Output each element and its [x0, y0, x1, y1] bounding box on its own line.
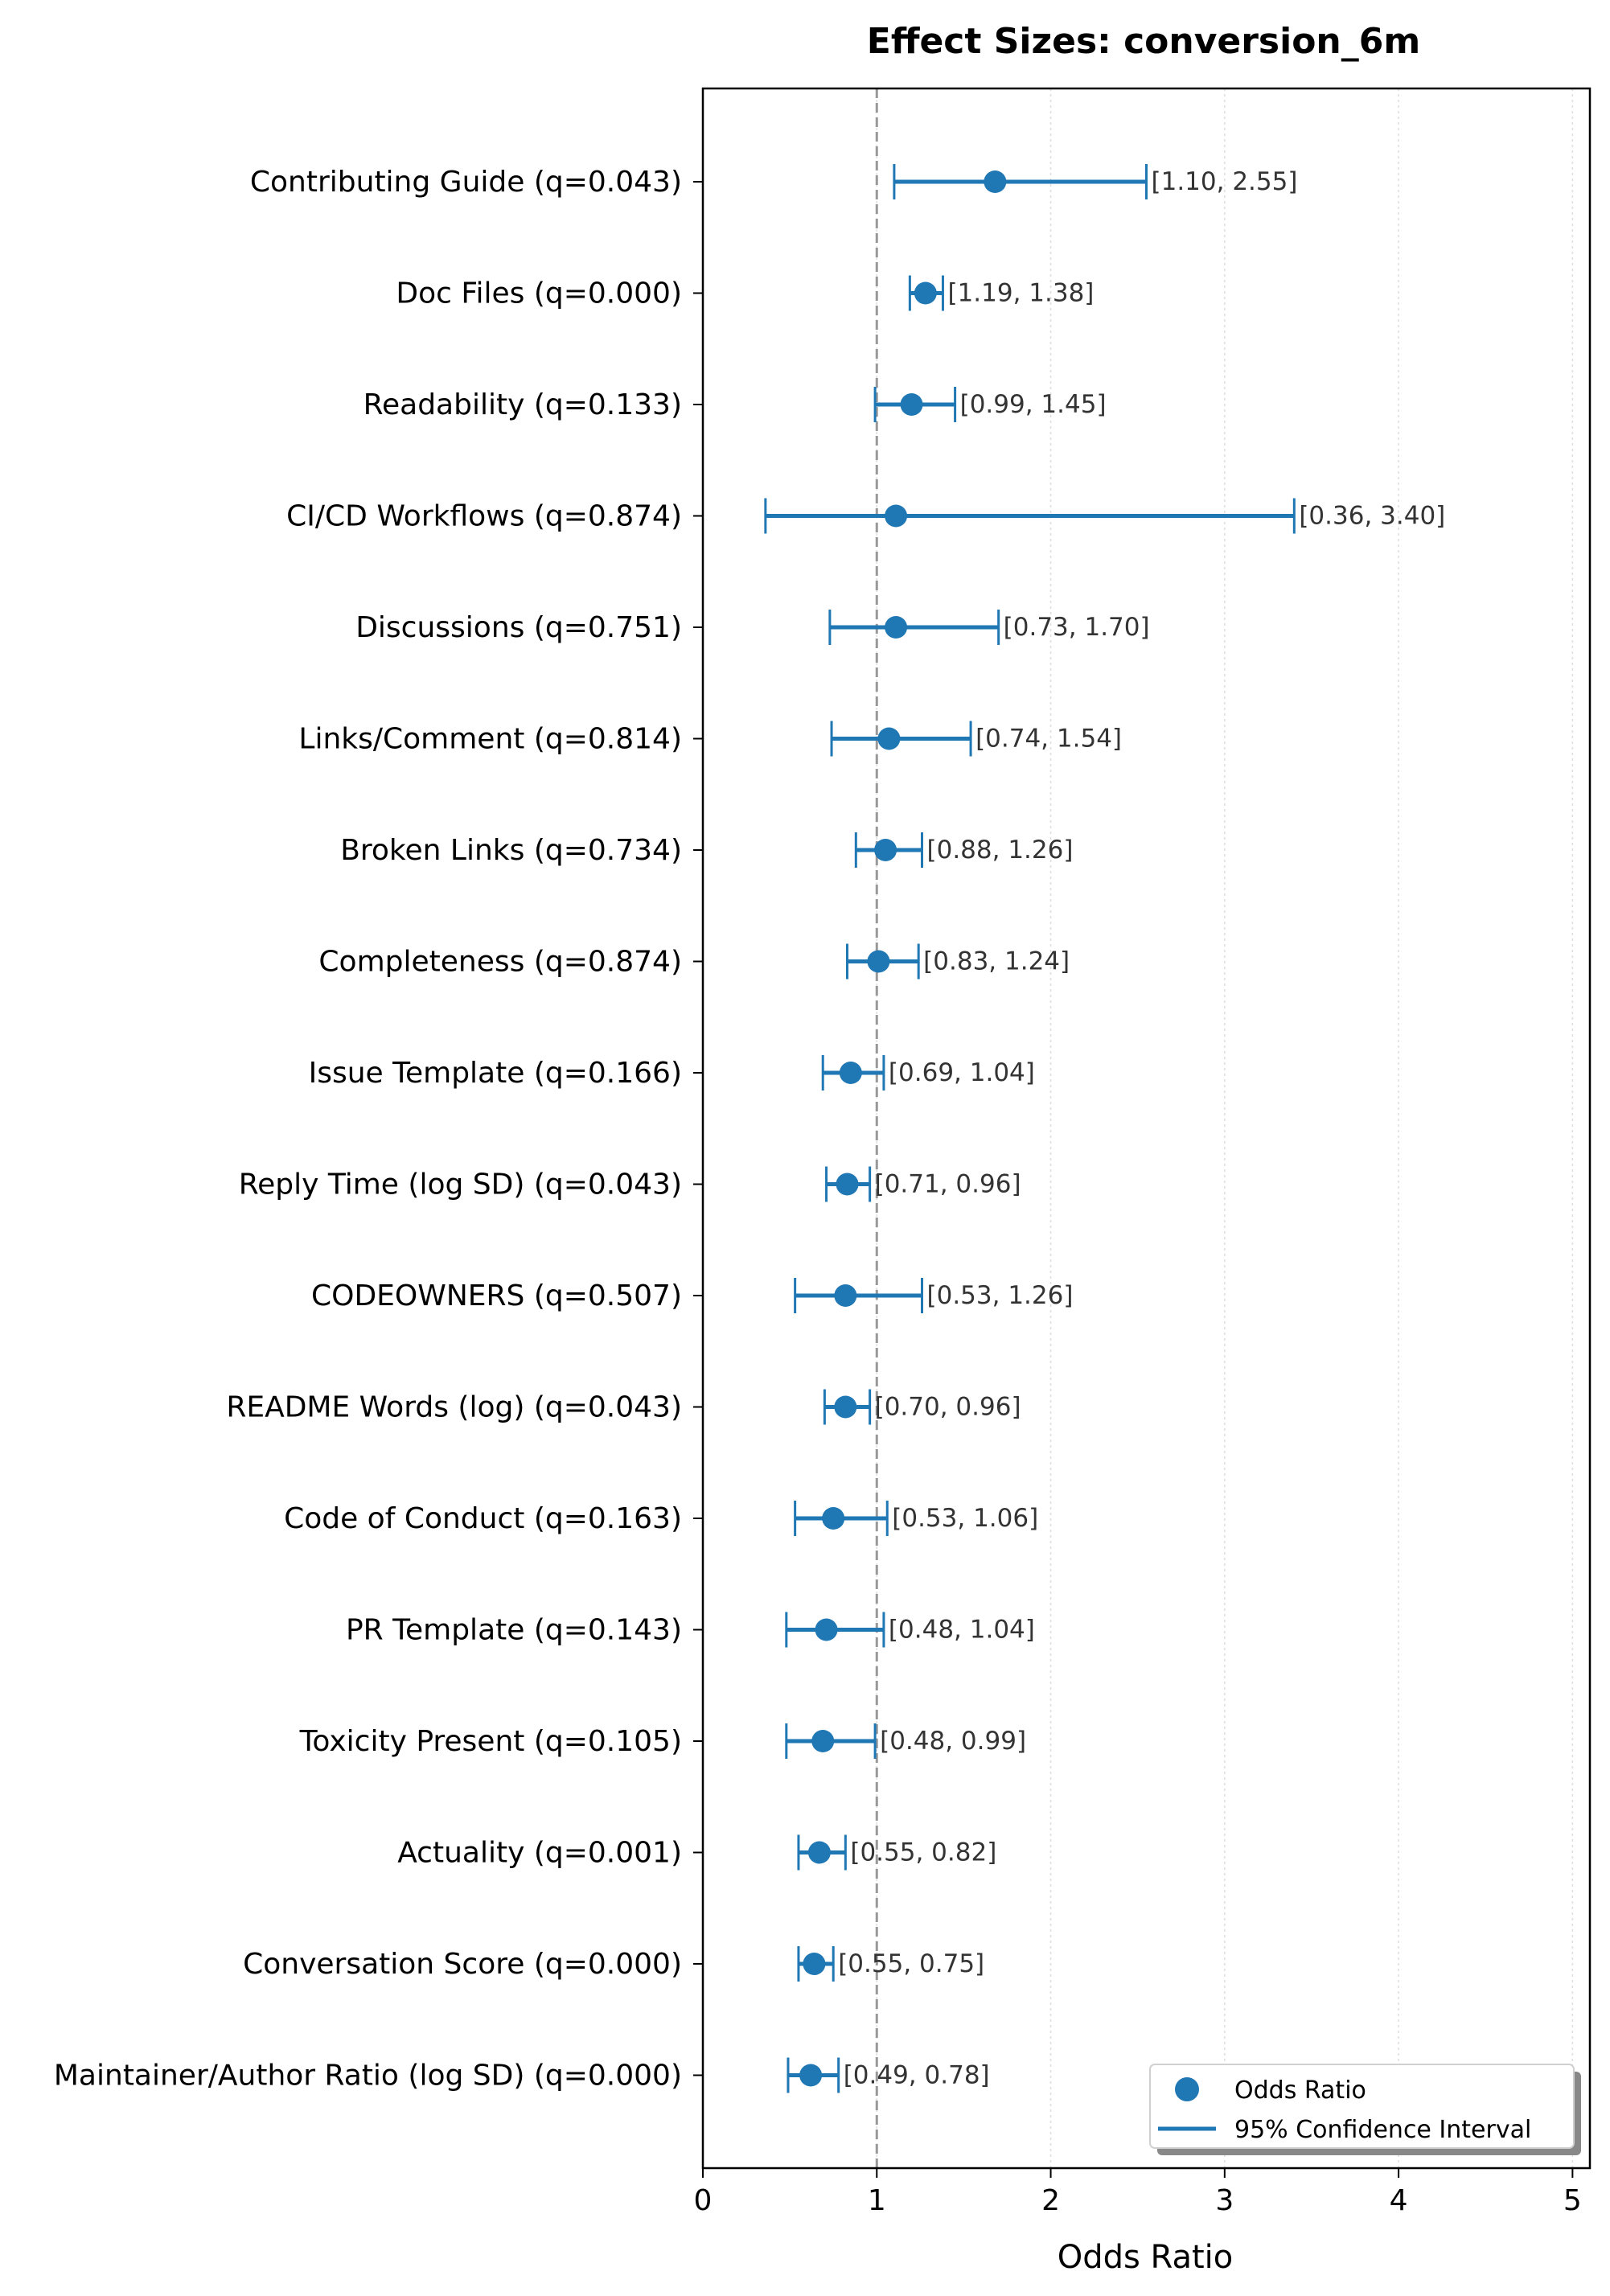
- x-tick-label: 2: [1041, 2184, 1060, 2217]
- odds-ratio-point: [839, 1062, 862, 1084]
- x-tick-label: 4: [1390, 2184, 1408, 2217]
- y-tick-label: Code of Conduct (q=0.163): [284, 1502, 682, 1535]
- x-tick-label: 1: [868, 2184, 886, 2217]
- x-axis-title: Odds Ratio: [1058, 2239, 1234, 2276]
- ci-label: [1.10, 2.55]: [1152, 167, 1298, 196]
- legend-marker-odds-ratio: [1175, 2077, 1199, 2101]
- y-tick-label: Completeness (q=0.874): [318, 946, 682, 979]
- legend-label-ci: 95% Confidence Interval: [1234, 2116, 1531, 2144]
- odds-ratio-point: [984, 170, 1007, 193]
- ci-label: [0.55, 0.82]: [850, 1838, 996, 1867]
- y-tick-label: README Words (log) (q=0.043): [226, 1391, 682, 1424]
- legend: Odds Ratio 95% Confidence Interval: [1149, 2064, 1581, 2155]
- ci-label: [0.55, 0.75]: [838, 1949, 984, 1978]
- odds-ratio-point: [885, 504, 908, 528]
- y-tick-label: Contributing Guide (q=0.043): [250, 166, 682, 199]
- ci-label: [0.71, 0.96]: [875, 1170, 1021, 1199]
- ci-label: [0.53, 1.26]: [927, 1281, 1074, 1310]
- odds-ratio-point: [807, 1841, 831, 1864]
- y-tick-label: Issue Template (q=0.166): [309, 1057, 682, 1090]
- odds-ratio-point: [874, 839, 897, 861]
- y-tick-label: Broken Links (q=0.734): [340, 834, 682, 867]
- ci-label: [0.83, 1.24]: [923, 947, 1070, 976]
- odds-ratio-point: [834, 1284, 857, 1307]
- ci-label: [0.53, 1.06]: [892, 1504, 1038, 1533]
- y-tick-label: CODEOWNERS (q=0.507): [311, 1279, 682, 1312]
- ci-label: [0.69, 1.04]: [889, 1058, 1035, 1087]
- ci-label: [0.48, 0.99]: [880, 1727, 1026, 1756]
- x-tick-label: 0: [694, 2184, 713, 2217]
- y-tick-label: Links/Comment (q=0.814): [298, 723, 682, 756]
- chart-title: Effect Sizes: conversion_6m: [867, 21, 1420, 62]
- odds-ratio-point: [900, 393, 923, 416]
- y-tick-label: Conversation Score (q=0.000): [243, 1948, 682, 1981]
- y-tick-label: PR Template (q=0.143): [346, 1614, 682, 1647]
- y-tick-label: Readability (q=0.133): [363, 388, 682, 421]
- ci-label: [0.49, 0.78]: [844, 2061, 990, 2090]
- odds-ratio-point: [836, 1173, 859, 1196]
- ci-label: [0.99, 1.45]: [960, 390, 1107, 419]
- axis-ticks: 0 1 2 3 4 5 Contributing Guide (q=0.043) Doc Fi…: [54, 166, 1582, 2217]
- odds-ratio-point: [822, 1507, 845, 1530]
- ci-label: [0.73, 1.70]: [1004, 613, 1150, 642]
- y-tick-label: CI/CD Workflows (q=0.874): [286, 500, 682, 533]
- odds-ratio-point: [834, 1395, 857, 1419]
- data-marks: [1.10, 2.55] [1.19, 1.38] [0.99, 1.45] [0.3…: [764, 164, 1445, 2093]
- x-tick-label: 3: [1215, 2184, 1234, 2217]
- plot-frame: [701, 87, 1592, 2170]
- ci-label: [0.70, 0.96]: [875, 1393, 1021, 1422]
- odds-ratio-point: [877, 727, 901, 750]
- odds-ratio-point: [885, 616, 908, 639]
- odds-ratio-point: [914, 281, 937, 305]
- ci-label: [0.36, 3.40]: [1299, 502, 1445, 531]
- ci-label: [0.88, 1.26]: [927, 836, 1074, 865]
- x-tick-label: 5: [1563, 2184, 1582, 2217]
- y-tick-label: Doc Files (q=0.000): [396, 277, 682, 310]
- y-tick-label: Discussions (q=0.751): [355, 611, 682, 644]
- odds-ratio-point: [867, 950, 890, 973]
- odds-ratio-point: [815, 1618, 838, 1641]
- ci-label: [1.19, 1.38]: [947, 279, 1094, 308]
- legend-box: [1149, 2064, 1575, 2149]
- y-tick-label: Maintainer/Author Ratio (log SD) (q=0.00…: [54, 2060, 682, 2093]
- ci-label: [0.48, 1.04]: [889, 1616, 1035, 1645]
- ci-label: [0.74, 1.54]: [975, 725, 1122, 754]
- odds-ratio-point: [811, 1730, 835, 1752]
- odds-ratio-point: [803, 1953, 826, 1975]
- odds-ratio-point: [799, 2064, 823, 2087]
- y-tick-label: Reply Time (log SD) (q=0.043): [239, 1169, 682, 1201]
- y-tick-label: Toxicity Present (q=0.105): [299, 1725, 682, 1758]
- y-tick-label: Actuality (q=0.001): [397, 1837, 682, 1870]
- legend-label-odds-ratio: Odds Ratio: [1234, 2076, 1366, 2105]
